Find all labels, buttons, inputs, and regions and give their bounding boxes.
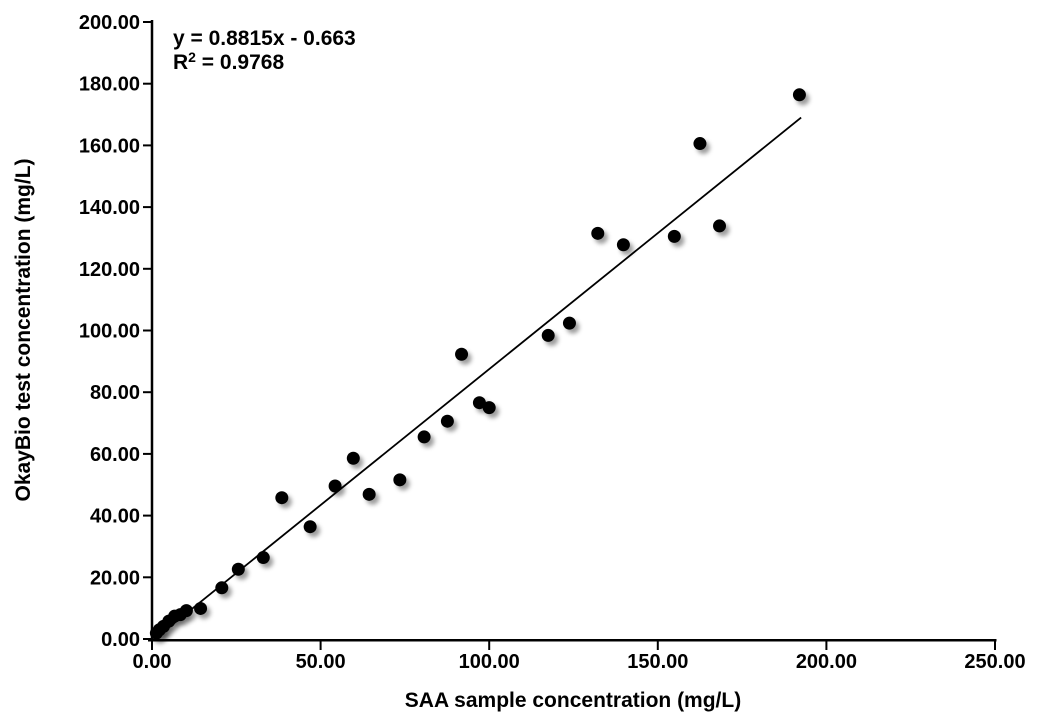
data-point	[616, 238, 630, 252]
data-point	[472, 396, 486, 410]
y-tick-label: 100.00	[79, 321, 140, 343]
x-tick-label: 0.00	[133, 651, 172, 673]
data-point	[562, 316, 576, 330]
trendline-segment	[153, 116, 802, 640]
r-squared-label: R2 = 0.9768	[173, 49, 284, 74]
y-tick-label: 0.00	[101, 629, 140, 651]
y-axis-title: OkayBio test concentration (mg/L)	[12, 158, 35, 501]
data-point	[194, 601, 208, 615]
data-points	[149, 88, 806, 640]
data-point	[591, 226, 605, 240]
data-point	[713, 219, 727, 233]
data-point	[440, 414, 454, 428]
y-tick-label: 200.00	[79, 12, 140, 34]
data-point	[417, 430, 431, 444]
x-tick-label: 200.00	[796, 651, 857, 673]
data-point	[541, 328, 555, 342]
trendline-equation-label: y = 0.8815x - 0.663	[173, 27, 356, 50]
x-tick-label: 150.00	[627, 651, 688, 673]
data-point	[303, 520, 317, 534]
y-tick-label: 20.00	[90, 567, 140, 589]
data-point	[393, 473, 407, 487]
y-tick-label: 140.00	[79, 197, 140, 219]
y-tick-label: 80.00	[90, 382, 140, 404]
data-point	[346, 451, 360, 465]
data-point	[455, 347, 469, 361]
data-point	[231, 562, 245, 576]
data-point	[693, 137, 707, 151]
x-tick-label: 100.00	[459, 651, 520, 673]
axes: 0.00 50.00 100.00 150.00 200.00 250.00 0.00 20.…	[79, 12, 1026, 673]
x-tick-label: 50.00	[296, 651, 346, 673]
data-point	[362, 487, 376, 501]
x-tick-label: 250.00	[964, 651, 1025, 673]
y-tick-label: 160.00	[79, 135, 140, 157]
y-tick-label: 120.00	[79, 259, 140, 281]
y-tick-label: 60.00	[90, 444, 140, 466]
data-point	[328, 479, 342, 493]
x-axis-title: SAA sample concentration (mg/L)	[405, 689, 741, 712]
data-point	[215, 581, 229, 595]
data-point	[256, 551, 270, 565]
data-point	[667, 229, 681, 243]
data-point	[275, 491, 289, 505]
data-point	[179, 604, 193, 618]
y-tick-label: 180.00	[79, 74, 140, 96]
trendline	[153, 116, 802, 640]
data-point	[792, 88, 806, 102]
y-tick-label: 40.00	[90, 506, 140, 528]
data-point	[482, 401, 496, 415]
